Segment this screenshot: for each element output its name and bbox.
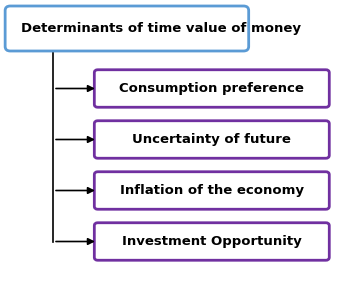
FancyBboxPatch shape [94,70,329,107]
FancyBboxPatch shape [94,172,329,209]
FancyBboxPatch shape [94,121,329,158]
Text: Investment Opportunity: Investment Opportunity [122,235,302,248]
FancyBboxPatch shape [94,223,329,260]
Text: Determinants of time value of money: Determinants of time value of money [21,22,300,35]
FancyBboxPatch shape [5,6,249,51]
Text: Consumption preference: Consumption preference [119,82,304,95]
Text: Inflation of the economy: Inflation of the economy [120,184,304,197]
Text: Uncertainty of future: Uncertainty of future [132,133,291,146]
